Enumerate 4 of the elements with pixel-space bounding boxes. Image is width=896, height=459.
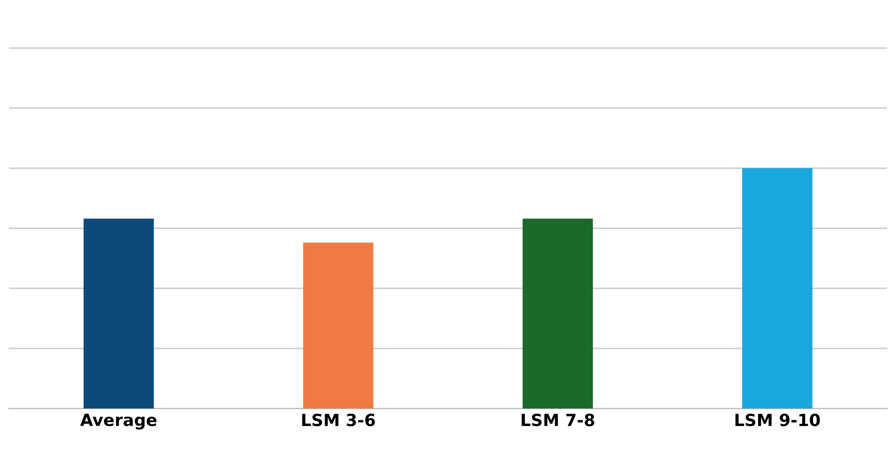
x-tick-label: Average xyxy=(80,414,156,430)
x-tick-label: LSM 3-6 xyxy=(302,414,375,426)
x-tick-label: LSM 9-10 xyxy=(735,414,820,426)
x-tick-label: LSM 7-8 xyxy=(522,414,594,426)
